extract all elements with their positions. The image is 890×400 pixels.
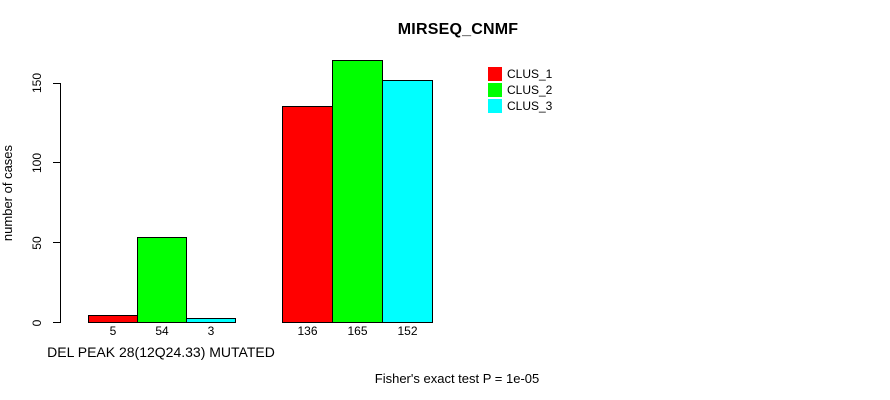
y-tick-mark xyxy=(53,82,60,84)
y-tick-mark xyxy=(53,162,60,164)
y-axis-line xyxy=(60,83,61,323)
legend: CLUS_1 CLUS_2 CLUS_3 xyxy=(488,66,552,114)
legend-item-clus_1: CLUS_1 xyxy=(488,66,552,82)
bar-clus_1-group2 xyxy=(282,106,333,323)
bar-value-label: 54 xyxy=(155,324,169,338)
bar-clus_2-group1 xyxy=(137,237,187,323)
y-tick-label: 100 xyxy=(30,152,44,173)
legend-item-label: CLUS_3 xyxy=(507,99,553,113)
bar-clus_3-group2 xyxy=(382,80,433,323)
bar-value-label: 152 xyxy=(397,324,418,338)
bar-value-label: 165 xyxy=(347,324,368,338)
y-tick-label: 0 xyxy=(30,319,44,326)
bar-value-label: 5 xyxy=(109,324,117,338)
footer-annotation: Fisher's exact test P = 1e-05 xyxy=(374,371,540,386)
bar-clus_3-group1 xyxy=(186,318,236,323)
chart-title: MIRSEQ_CNMF xyxy=(397,21,519,38)
legend-swatch-icon xyxy=(488,67,502,81)
y-axis-label: number of cases xyxy=(0,144,15,242)
legend-swatch-icon xyxy=(488,83,502,97)
y-tick-mark xyxy=(53,322,60,323)
legend-item-clus_3: CLUS_3 xyxy=(488,98,552,114)
legend-item-label: CLUS_1 xyxy=(507,67,553,81)
bar-clus_1-group1 xyxy=(88,315,138,323)
y-tick-label: 50 xyxy=(30,235,44,250)
x-axis-group-label: DEL PEAK 28(12Q24.33) MUTATED xyxy=(47,344,275,360)
legend-item-clus_2: CLUS_2 xyxy=(488,82,552,98)
bar-value-label: 136 xyxy=(297,324,318,338)
y-tick-mark xyxy=(53,242,60,244)
legend-item-label: CLUS_2 xyxy=(507,83,553,97)
legend-swatch-icon xyxy=(488,99,502,113)
bar-clus_2-group2 xyxy=(332,60,383,323)
y-tick-label: 150 xyxy=(30,72,44,94)
bar-value-label: 3 xyxy=(207,324,215,338)
